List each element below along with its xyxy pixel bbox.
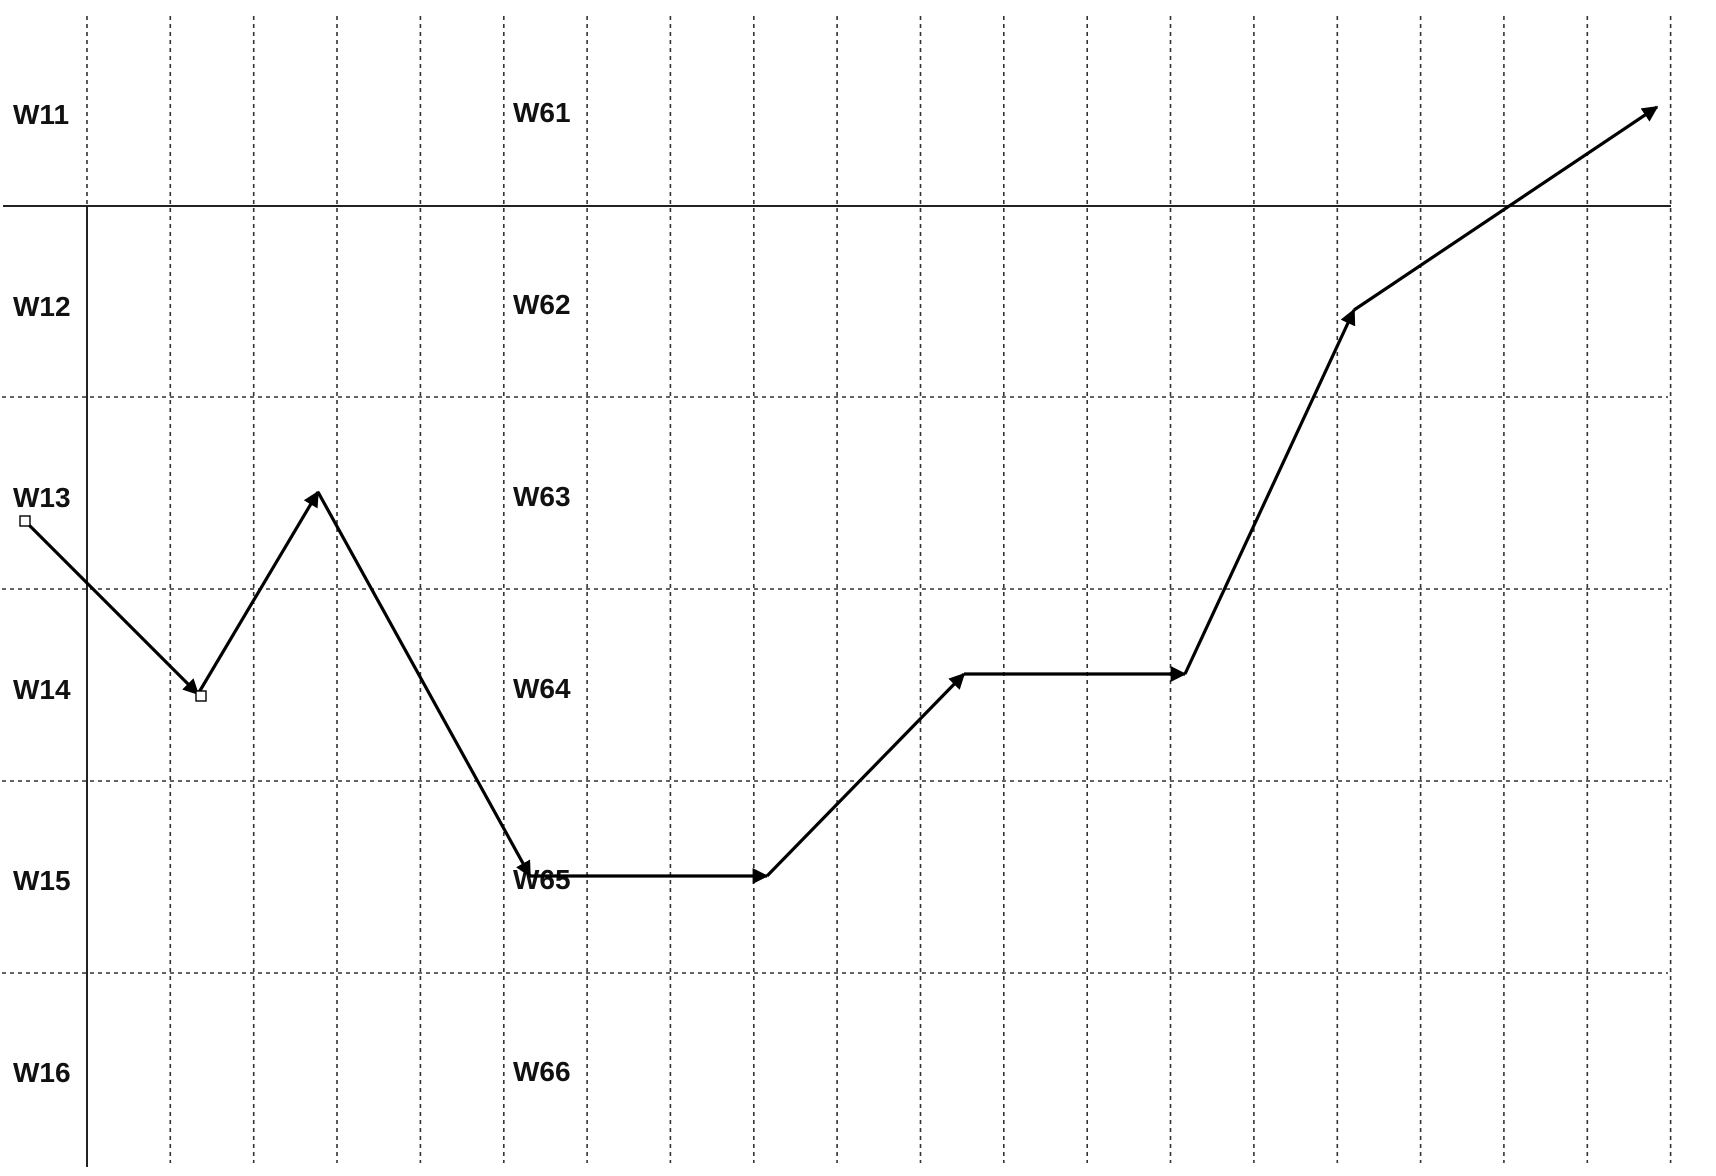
row-label-w12: W12 <box>13 291 71 322</box>
arrow-segment <box>316 491 532 878</box>
row-label-w61: W61 <box>513 97 571 128</box>
right-labels: W61 W62 W63 W64 W65 W66 <box>513 97 571 1087</box>
row-label-w14: W14 <box>13 674 71 705</box>
arrow-segment <box>1183 308 1356 675</box>
vertex-marker <box>195 690 207 702</box>
row-label-w65: W65 <box>513 864 571 895</box>
row-label-w15: W15 <box>13 865 71 896</box>
vertical-grid-lines <box>86 16 1672 1163</box>
arrow-segment <box>765 672 966 878</box>
arrow-segment <box>23 519 200 696</box>
row-label-w11: W11 <box>13 99 69 130</box>
row-label-w66: W66 <box>513 1056 571 1087</box>
start-marker <box>19 515 31 527</box>
arrow-segment <box>196 490 320 695</box>
row-label-w63: W63 <box>513 481 571 512</box>
row-label-w62: W62 <box>513 289 571 320</box>
arrow-path <box>23 105 1659 884</box>
row-label-w64: W64 <box>513 673 571 704</box>
arrow-segment <box>1353 105 1659 312</box>
left-labels: W11 W12 W13 W14 W15 W16 <box>13 99 71 1088</box>
horizontal-grid-lines <box>2 396 1668 974</box>
row-label-w13: W13 <box>13 482 71 513</box>
row-label-w16: W16 <box>13 1057 71 1088</box>
